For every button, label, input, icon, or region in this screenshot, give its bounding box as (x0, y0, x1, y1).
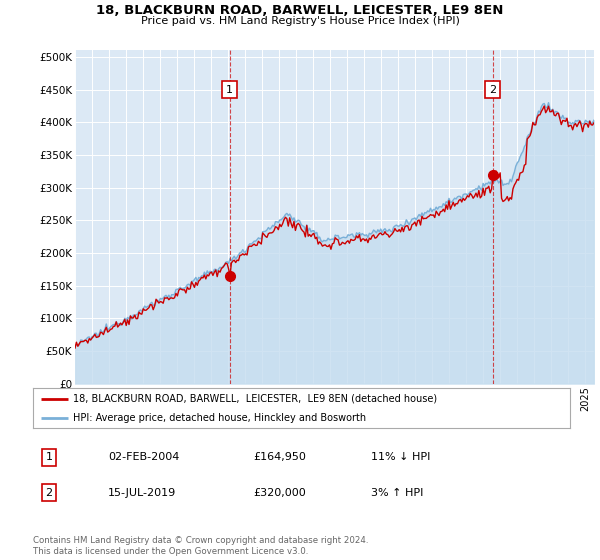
Text: Contains HM Land Registry data © Crown copyright and database right 2024.
This d: Contains HM Land Registry data © Crown c… (33, 536, 368, 556)
Text: 15-JUL-2019: 15-JUL-2019 (108, 488, 176, 498)
Text: 2: 2 (489, 85, 496, 95)
Text: HPI: Average price, detached house, Hinckley and Bosworth: HPI: Average price, detached house, Hinc… (73, 413, 367, 422)
Text: £164,950: £164,950 (253, 452, 306, 462)
Text: 3% ↑ HPI: 3% ↑ HPI (371, 488, 424, 498)
Text: £320,000: £320,000 (253, 488, 306, 498)
Text: 1: 1 (46, 452, 53, 462)
Text: Price paid vs. HM Land Registry's House Price Index (HPI): Price paid vs. HM Land Registry's House … (140, 16, 460, 26)
Text: 11% ↓ HPI: 11% ↓ HPI (371, 452, 431, 462)
Text: 18, BLACKBURN ROAD, BARWELL,  LEICESTER,  LE9 8EN (detached house): 18, BLACKBURN ROAD, BARWELL, LEICESTER, … (73, 394, 437, 404)
Text: 2: 2 (46, 488, 53, 498)
Text: 18, BLACKBURN ROAD, BARWELL, LEICESTER, LE9 8EN: 18, BLACKBURN ROAD, BARWELL, LEICESTER, … (97, 4, 503, 17)
Text: 1: 1 (226, 85, 233, 95)
Text: 02-FEB-2004: 02-FEB-2004 (108, 452, 179, 462)
